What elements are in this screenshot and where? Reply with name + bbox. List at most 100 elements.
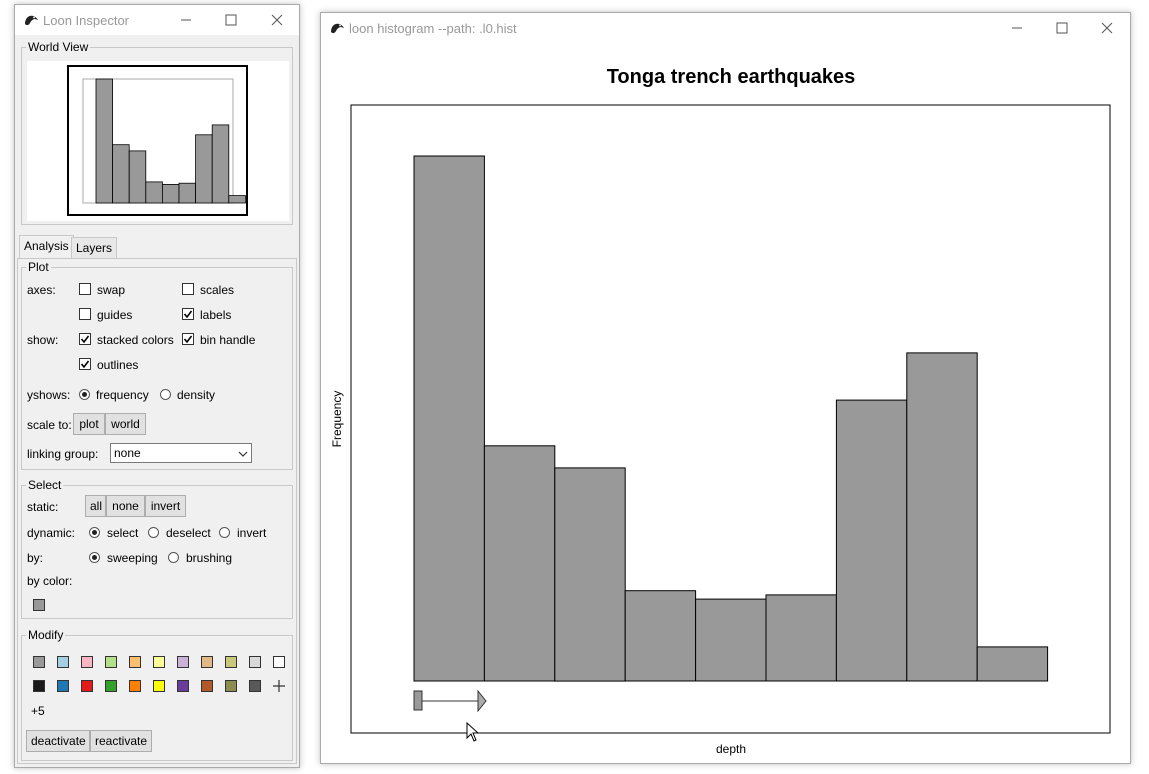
world-view-group: World View — [21, 41, 293, 225]
chevron-down-icon — [238, 448, 248, 462]
tab-panel — [17, 258, 297, 764]
color-swatch[interactable] — [249, 680, 261, 692]
select-none-button[interactable]: none — [106, 495, 145, 517]
histogram-bar[interactable] — [835, 399, 908, 682]
select-all-button[interactable]: all — [85, 495, 106, 517]
static-label: static: — [27, 500, 59, 514]
dynamic-select-radio[interactable] — [89, 527, 100, 538]
check-icon — [80, 335, 90, 344]
world-view-canvas[interactable] — [27, 61, 289, 221]
histogram-window: loon histogram --path: .l0.hist Tonga tr… — [320, 12, 1131, 764]
color-swatch[interactable] — [129, 680, 141, 692]
labels-checkbox[interactable] — [182, 308, 194, 320]
inspector-title: Loon Inspector — [43, 13, 130, 28]
sweeping-label: sweeping — [107, 551, 158, 565]
color-swatch[interactable] — [201, 680, 213, 692]
color-swatch[interactable] — [177, 680, 189, 692]
x-axis-label: depth — [716, 742, 746, 756]
scales-checkbox[interactable] — [182, 283, 194, 295]
sweeping-radio[interactable] — [89, 552, 100, 563]
histogram-bar[interactable] — [906, 352, 978, 682]
frequency-radio[interactable] — [79, 389, 90, 400]
scale-to-plot-button[interactable]: plot — [73, 413, 105, 435]
brushing-radio[interactable] — [168, 552, 179, 563]
reactivate-button[interactable]: reactivate — [90, 730, 152, 752]
color-swatch[interactable] — [273, 656, 285, 668]
close-icon[interactable] — [1096, 17, 1118, 39]
mouse-cursor-icon — [466, 722, 480, 742]
show-label: show: — [27, 333, 59, 347]
dynamic-label: dynamic: — [27, 526, 76, 540]
labels-label: labels — [200, 308, 232, 322]
world-view-minimap[interactable] — [27, 61, 289, 221]
maximize-icon[interactable] — [220, 9, 242, 31]
color-swatch[interactable] — [129, 656, 141, 668]
color-swatch[interactable] — [57, 680, 69, 692]
minimize-icon[interactable] — [175, 9, 197, 31]
density-radio[interactable] — [160, 389, 171, 400]
color-swatch[interactable] — [201, 656, 213, 668]
modify-group: Modify — [21, 629, 293, 761]
select-group-label: Select — [28, 478, 62, 492]
minimize-icon[interactable] — [1006, 17, 1028, 39]
world-view-bar — [228, 195, 246, 204]
add-color-icon[interactable] — [272, 679, 286, 696]
brushing-label: brushing — [186, 551, 233, 565]
color-swatch[interactable] — [33, 656, 45, 668]
histogram-bar[interactable] — [695, 598, 767, 682]
more-colors-label[interactable]: +5 — [31, 704, 45, 718]
modify-group-label: Modify — [28, 628, 64, 642]
color-swatch[interactable] — [33, 680, 45, 692]
swap-checkbox[interactable] — [79, 283, 91, 295]
histogram-bar[interactable] — [624, 590, 697, 682]
histogram-bar[interactable] — [413, 155, 485, 682]
select-invert-button[interactable]: invert — [145, 495, 186, 517]
stacked-colors-checkbox[interactable] — [79, 333, 91, 345]
world-view-bar — [112, 144, 130, 204]
color-swatch[interactable] — [81, 680, 93, 692]
bin-handle-arrow-icon[interactable] — [477, 689, 487, 713]
color-swatch[interactable] — [57, 656, 69, 668]
world-view-frame — [67, 65, 248, 216]
axes-label: axes: — [27, 283, 56, 297]
histogram-bar[interactable] — [554, 467, 626, 682]
close-icon[interactable] — [266, 9, 288, 31]
color-swatch[interactable] — [225, 680, 237, 692]
histogram-bar[interactable] — [765, 594, 837, 682]
color-swatch[interactable] — [177, 656, 189, 668]
world-view-bar — [195, 134, 213, 204]
deactivate-button[interactable]: deactivate — [26, 730, 90, 752]
check-icon — [80, 360, 90, 369]
tab-analysis[interactable]: Analysis — [19, 235, 74, 259]
inspector-titlebar[interactable]: Loon Inspector — [15, 5, 299, 35]
histogram-bar[interactable] — [483, 445, 556, 682]
color-swatch[interactable] — [153, 680, 165, 692]
histogram-bar[interactable] — [976, 646, 1049, 682]
dynamic-invert-radio[interactable] — [219, 527, 230, 538]
by-color-swatch[interactable] — [33, 599, 45, 611]
color-swatch[interactable] — [153, 656, 165, 668]
bin-handle[interactable] — [413, 689, 487, 713]
by-label: by: — [27, 551, 44, 565]
density-label: density — [177, 388, 216, 402]
swap-label: swap — [97, 283, 126, 297]
histogram-canvas[interactable]: Tonga trench earthquakes Frequency depth — [321, 43, 1128, 761]
tab-layers[interactable]: Layers — [71, 237, 118, 259]
bin-handle-grip[interactable] — [413, 690, 423, 711]
stacked-colors-label: stacked colors — [97, 333, 174, 347]
color-swatch[interactable] — [105, 680, 117, 692]
color-swatch[interactable] — [225, 656, 237, 668]
linking-group-select[interactable]: none — [110, 443, 252, 463]
world-view-bar — [211, 124, 230, 204]
color-swatch[interactable] — [249, 656, 261, 668]
dynamic-deselect-radio[interactable] — [148, 527, 159, 538]
scale-to-world-button[interactable]: world — [105, 413, 146, 435]
guides-checkbox[interactable] — [79, 308, 91, 320]
loon-app-icon — [23, 12, 39, 31]
outlines-checkbox[interactable] — [79, 358, 91, 370]
bin-handle-checkbox[interactable] — [182, 333, 194, 345]
color-swatch[interactable] — [81, 656, 93, 668]
maximize-icon[interactable] — [1051, 17, 1073, 39]
color-swatch[interactable] — [105, 656, 117, 668]
histogram-titlebar[interactable]: loon histogram --path: .l0.hist — [321, 13, 1130, 43]
